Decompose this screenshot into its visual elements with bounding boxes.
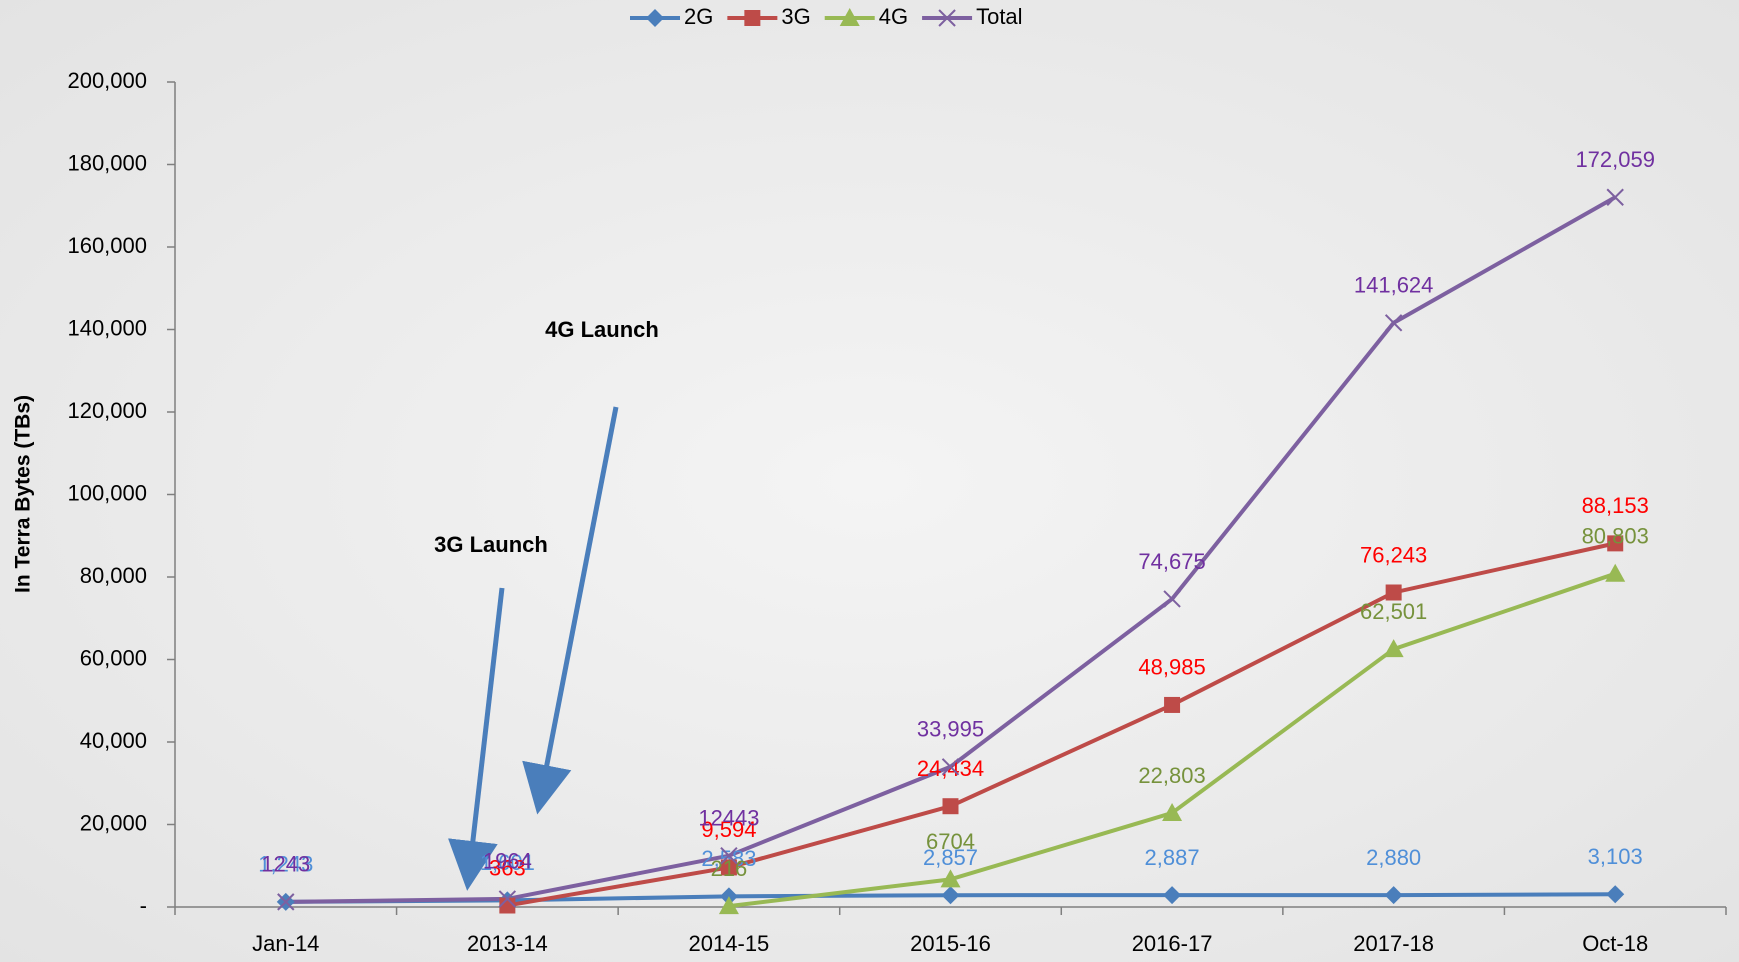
- y-tick-label: -: [140, 893, 147, 918]
- data-point: [1163, 590, 1181, 608]
- legend-marker: [744, 10, 761, 26]
- y-tick-label: 180,000: [67, 150, 147, 175]
- data-point: [1607, 535, 1624, 552]
- data-label: 172,059: [1575, 147, 1655, 172]
- data-label: 24,434: [917, 756, 984, 781]
- data-point: [720, 859, 737, 876]
- data-label: 1,601: [480, 850, 535, 875]
- data-point: [1162, 802, 1183, 821]
- legend-label: 2G: [684, 4, 713, 29]
- annotation: 4G Launch: [545, 317, 659, 342]
- annotation-arrow: [448, 587, 505, 891]
- y-tick-label: 60,000: [80, 645, 147, 670]
- y-tick-label: 160,000: [67, 233, 147, 258]
- x-tick-label: 2013-14: [467, 931, 548, 956]
- data-label: 2,880: [1366, 845, 1421, 870]
- data-label: 62,501: [1360, 599, 1427, 624]
- legend-marker: [646, 9, 664, 27]
- x-tick-label: 2016-17: [1132, 931, 1213, 956]
- data-point: [941, 886, 960, 905]
- data-label: 3,103: [1588, 844, 1643, 869]
- data-label: 80,803: [1582, 524, 1649, 549]
- legend-label: 3G: [781, 4, 810, 29]
- data-label: 2,857: [923, 845, 978, 870]
- x-tick-label: Oct-18: [1582, 931, 1648, 956]
- data-label: 1964: [483, 849, 532, 874]
- y-tick-label: 40,000: [80, 728, 147, 753]
- y-tick-label: 80,000: [80, 563, 147, 588]
- data-label: 9,594: [701, 817, 756, 842]
- data-label: 2,887: [1145, 845, 1200, 870]
- data-label: 33,995: [917, 717, 984, 742]
- y-tick-label: 100,000: [67, 480, 147, 505]
- data-label: 74,675: [1138, 549, 1205, 574]
- data-point: [1384, 314, 1403, 332]
- data-point: [1383, 639, 1404, 658]
- y-tick-label: 120,000: [67, 398, 147, 423]
- data-label: 6704: [926, 829, 975, 854]
- data-label: 12443: [698, 805, 759, 830]
- data-point: [1385, 584, 1402, 601]
- legend-marker: [839, 8, 860, 26]
- data-point: [941, 758, 960, 776]
- y-tick-label: 140,000: [67, 315, 147, 340]
- series-line: [507, 541, 1616, 908]
- annotation-arrow: [522, 406, 619, 815]
- legend-label: Total: [976, 4, 1022, 29]
- y-tick-label: 20,000: [80, 810, 147, 835]
- y-axis-title: In Terra Bytes (TBs): [12, 395, 35, 593]
- data-point: [720, 846, 738, 865]
- data-point: [940, 869, 961, 888]
- data-label: 1243: [261, 852, 310, 877]
- data-point: [1164, 696, 1181, 713]
- x-tick-label: Jan-14: [252, 931, 319, 956]
- x-tick-label: 2017-18: [1353, 931, 1434, 956]
- data-label: 1,243: [258, 852, 313, 877]
- data-point: [1606, 885, 1625, 904]
- legend-label: 4G: [879, 4, 908, 29]
- data-point: [718, 896, 739, 915]
- data-point: [1163, 886, 1182, 905]
- annotation: 3G Launch: [434, 532, 548, 557]
- data-label: 22,803: [1138, 763, 1205, 788]
- data-point: [277, 893, 295, 911]
- y-tick-label: 200,000: [67, 68, 147, 93]
- data-point: [1605, 563, 1626, 582]
- data-point: [498, 890, 517, 908]
- data-label: 216: [711, 856, 748, 881]
- data-label: 48,985: [1138, 655, 1205, 680]
- data-point: [1606, 188, 1624, 206]
- x-tick-label: 2015-16: [910, 931, 991, 956]
- data-label: 363: [489, 855, 526, 880]
- data-label: 88,153: [1582, 493, 1649, 518]
- data-label: 76,243: [1360, 542, 1427, 567]
- x-tick-label: 2014-15: [689, 931, 770, 956]
- data-point: [942, 798, 959, 815]
- legend-marker: [938, 9, 956, 27]
- data-label: 141,624: [1354, 273, 1434, 298]
- data-point: [1384, 886, 1403, 905]
